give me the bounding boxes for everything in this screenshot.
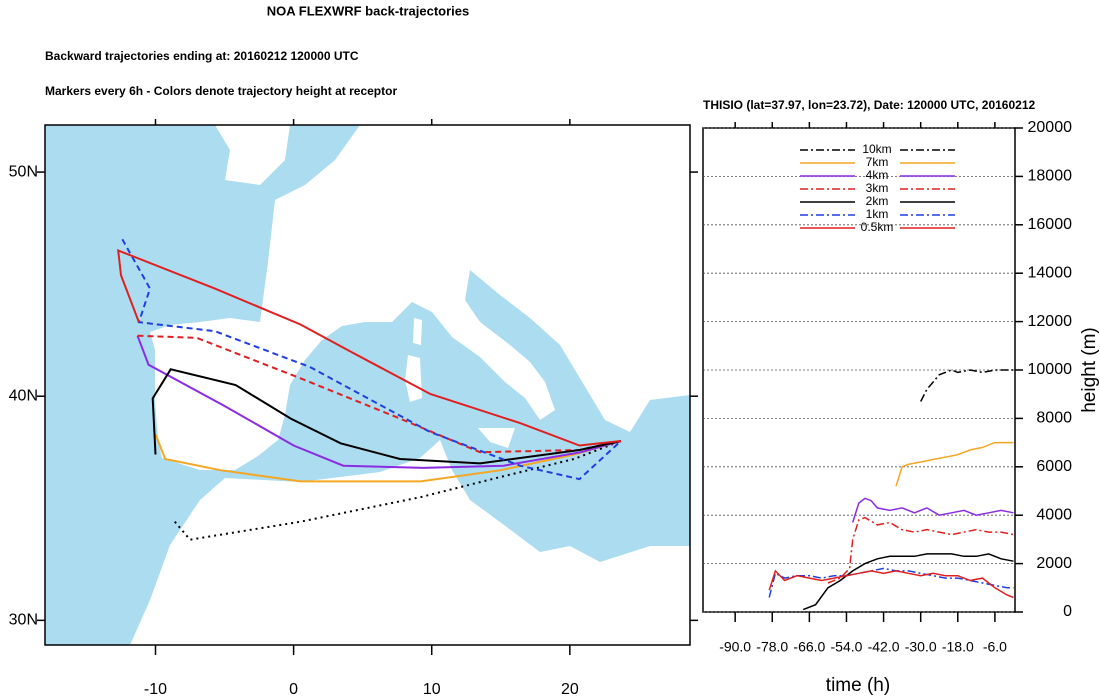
corsica: [413, 318, 422, 345]
trajectory: [154, 433, 622, 483]
britain: [215, 125, 290, 185]
land: [130, 125, 690, 645]
series-line: [827, 516, 1014, 584]
y-tick-label: 18000: [1028, 168, 1073, 185]
y-tick-label: 8000: [1036, 410, 1072, 427]
y-tick-label: 20000: [1028, 119, 1073, 136]
x-tick-label: -6.0: [983, 639, 1007, 655]
series-line: [768, 569, 1014, 599]
trajectory: [151, 368, 622, 465]
series-line: [802, 553, 1014, 611]
x-tick-label: -54.0: [831, 639, 863, 655]
trajectory: [117, 248, 622, 447]
x-tick-label: -30.0: [905, 639, 937, 655]
trajectories: [117, 238, 622, 541]
x-axis-label: time (h): [826, 675, 890, 696]
trajectory: [136, 335, 622, 469]
x-tick-label: -10: [144, 681, 167, 698]
map-frame: [44, 124, 691, 646]
x-tick-label: 10: [423, 681, 441, 698]
y-tick-label: 4000: [1036, 506, 1072, 523]
series-line: [851, 497, 1014, 523]
legend-label: 2km: [866, 194, 889, 208]
series-line: [768, 567, 1014, 598]
x-tick-label: -78.0: [756, 639, 788, 655]
series-line: [920, 369, 1014, 402]
x-tick-label: 0: [289, 681, 298, 698]
x-tick-label: -18.0: [942, 639, 974, 655]
trajectory: [121, 238, 622, 481]
x-tick-label: 20: [561, 681, 579, 698]
y-tick-label: 30N: [9, 612, 38, 629]
legend-label: 10km: [862, 142, 891, 156]
y-axis-label: height (m): [1079, 327, 1100, 413]
y-tick-label: 50N: [9, 163, 38, 180]
y-tick-label: 14000: [1028, 264, 1073, 281]
y-tick-label: 40N: [9, 387, 38, 404]
y-tick-label: 12000: [1028, 313, 1073, 330]
sicily: [478, 428, 515, 448]
sardinia: [405, 355, 422, 402]
figure-title: NOA FLEXWRF back-trajectories: [267, 3, 470, 18]
y-tick-label: 6000: [1036, 458, 1072, 475]
y-tick-label: 10000: [1028, 361, 1073, 378]
legend-label: 7km: [866, 155, 889, 169]
legend-label: 0.5km: [861, 220, 894, 234]
legend-label: 1km: [866, 207, 889, 221]
series-line: [895, 441, 1014, 487]
x-tick-label: -66.0: [793, 639, 825, 655]
plot-title: THISIO (lat=37.97, lon=23.72), Date: 120…: [703, 98, 1036, 112]
y-tick-label: 16000: [1028, 216, 1073, 233]
legend-label: 3km: [866, 181, 889, 195]
legend-label: 4km: [866, 168, 889, 182]
x-tick-label: -42.0: [868, 639, 900, 655]
subtitle: Backward trajectories ending at: 2016021…: [45, 49, 359, 63]
y-tick-label: 0: [1063, 603, 1072, 620]
subtitle: Markers every 6h - Colors denote traject…: [45, 84, 397, 98]
x-tick-label: -90.0: [719, 639, 751, 655]
y-tick-label: 2000: [1036, 555, 1072, 572]
europe: [150, 125, 690, 470]
africa: [130, 440, 690, 645]
trajectory: [174, 440, 622, 541]
